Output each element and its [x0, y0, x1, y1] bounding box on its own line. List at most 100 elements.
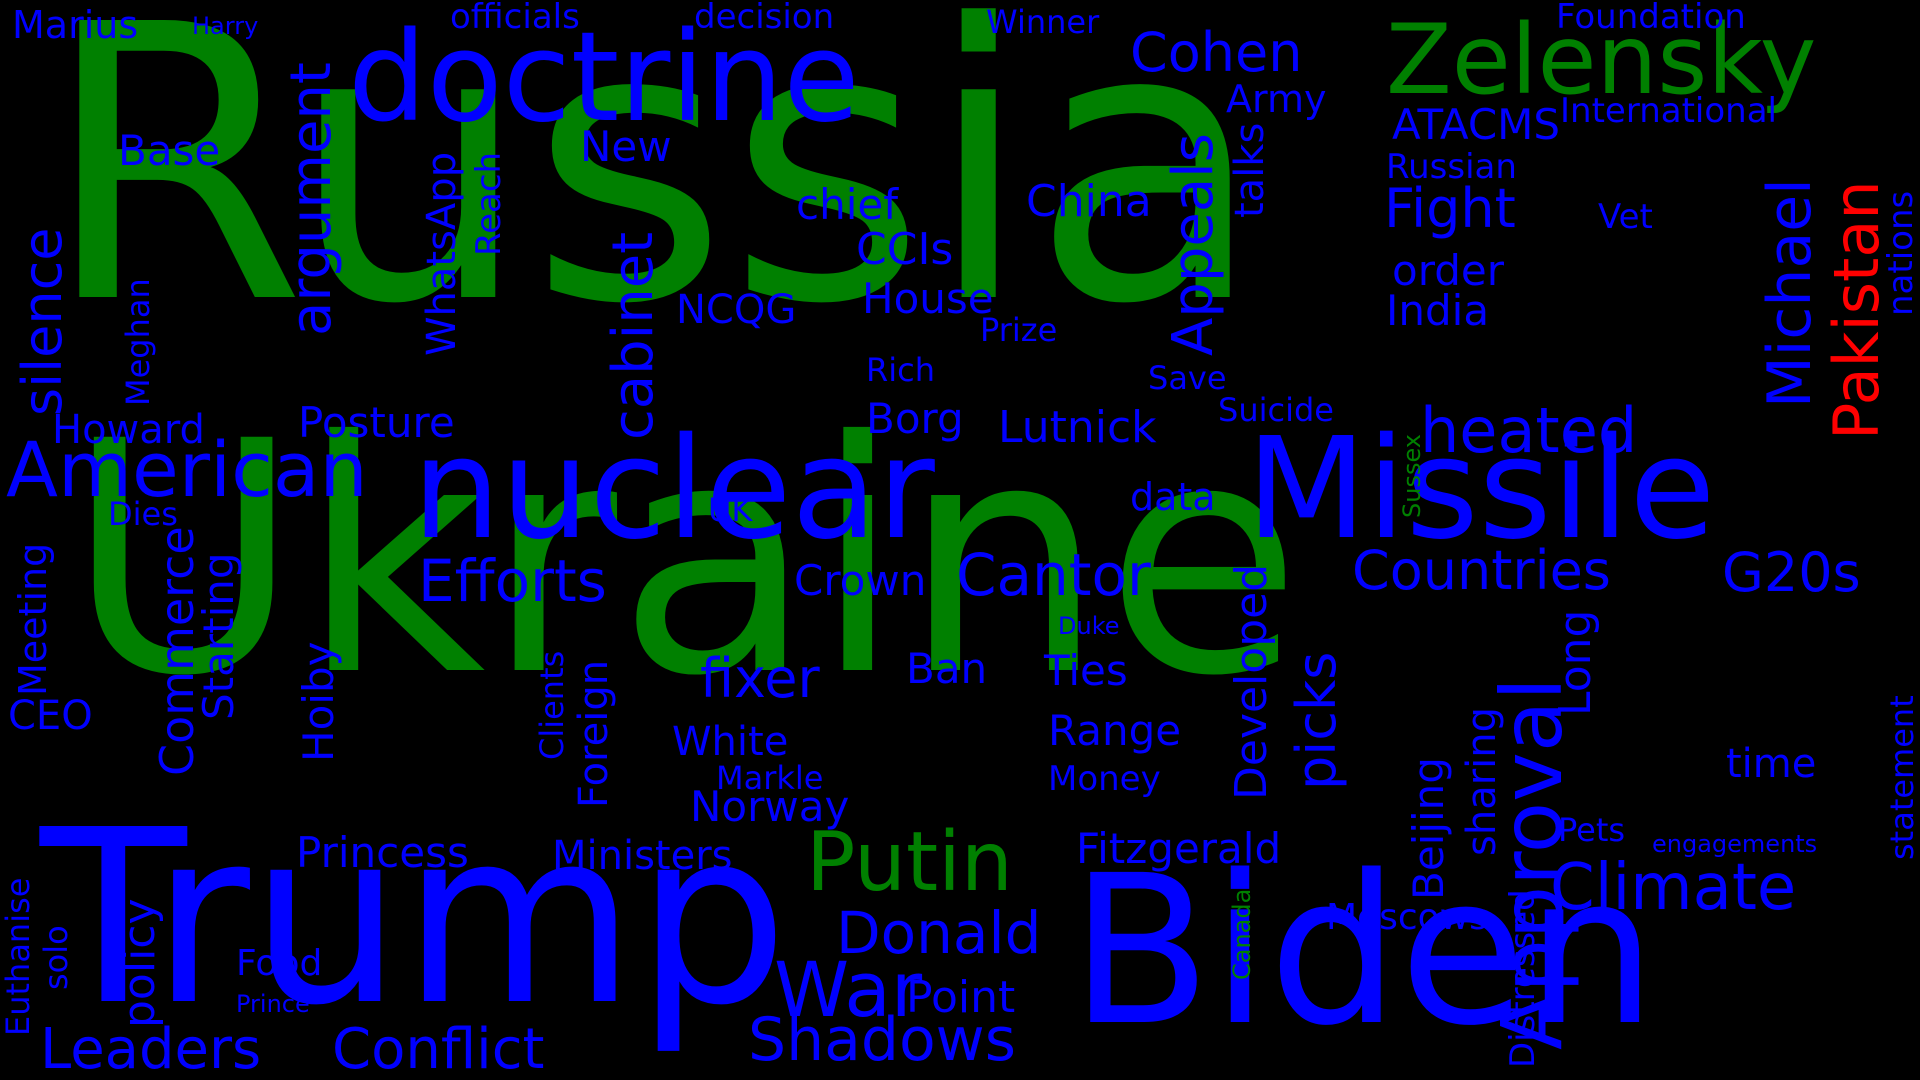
word-cantor: Cantor [956, 541, 1151, 609]
word-russia: Russia [42, 0, 1265, 387]
word-marius: Marius [12, 3, 139, 47]
word-suicide: Suicide [1218, 391, 1334, 429]
word-cohen: Cohen [1130, 21, 1303, 84]
word-save: Save [1148, 359, 1227, 397]
word-solo: solo [37, 925, 75, 990]
word-statement: statement [1883, 695, 1920, 860]
word-harry: Harry [192, 12, 259, 40]
word-foreign: Foreign [571, 659, 617, 808]
word-rich: Rich [866, 351, 935, 389]
word-dies: Dies [108, 495, 178, 533]
word-meghan: Meghan [119, 278, 157, 406]
word-shadows: Shadows [748, 1005, 1017, 1075]
word-policy: policy [114, 898, 165, 1028]
word-ccis: CCIs [856, 224, 954, 275]
word-g20s: G20s [1722, 541, 1861, 604]
word-nations: nations [1881, 190, 1920, 316]
word-money: Money [1048, 759, 1161, 799]
word-army: Army [1226, 77, 1327, 121]
word-india: India [1386, 286, 1490, 335]
word-efforts: Efforts [418, 547, 607, 615]
word-developed: Developed [1226, 563, 1277, 800]
word-fixer: fixer [700, 647, 820, 710]
word-whatsapp: WhatsApp [419, 151, 465, 356]
word-vet: Vet [1598, 197, 1653, 237]
word-missile: Missile [1246, 408, 1716, 571]
word-michael: Michael [1755, 178, 1825, 408]
word-princess: Princess [296, 828, 469, 877]
word-point: Point [906, 972, 1016, 1023]
word-ban: Ban [906, 644, 988, 693]
word-borg: Borg [866, 394, 964, 443]
word-war: War [774, 945, 923, 1034]
word-lutnick: Lutnick [998, 402, 1157, 453]
word-donald: Donald [836, 899, 1042, 967]
word-markle: Markle [716, 759, 824, 797]
word-fitzgerald: Fitzgerald [1076, 824, 1282, 873]
word-posture: Posture [298, 398, 455, 447]
word-ties: Ties [1044, 646, 1128, 695]
word-clients: Clients [533, 650, 571, 760]
word-leaders: Leaders [40, 1017, 262, 1080]
word-fight: Fight [1384, 177, 1516, 240]
word-food: Food [236, 943, 323, 984]
word-time: time [1726, 741, 1817, 787]
word-biden: Biden [1070, 831, 1657, 1071]
word-international: International [1560, 91, 1777, 131]
word-norway: Norway [690, 782, 850, 831]
word-picks: picks [1285, 651, 1348, 790]
word-ncqg: NCQG [676, 287, 797, 333]
word-base: Base [118, 126, 221, 175]
word-appeals: Appeals [1161, 133, 1226, 356]
word-cabinet: cabinet [601, 231, 666, 440]
word-uk: UK [708, 491, 753, 529]
word-howard: Howard [52, 407, 205, 453]
word-argument: argument [279, 62, 344, 336]
word-countries: Countries [1352, 539, 1611, 602]
word-beijing: Beijing [1404, 757, 1453, 900]
word-white: White [672, 719, 789, 765]
word-ministers: Ministers [552, 833, 733, 879]
word-heated: heated [1420, 394, 1638, 467]
word-new: New [580, 122, 672, 171]
word-climate: Climate [1550, 851, 1797, 925]
word-canada: Canada [1228, 888, 1256, 980]
word-foundation: Foundation [1556, 0, 1746, 37]
word-chief: chief [796, 180, 899, 229]
word-order: order [1392, 246, 1504, 295]
word-euthanise: Euthanise [0, 877, 37, 1036]
word-ceo: CEO [8, 693, 93, 739]
word-ukraine: Ukraine [66, 374, 1302, 746]
word-data: data [1130, 475, 1216, 519]
word-sharing: sharing [1459, 706, 1505, 856]
word-moscows: Moscows [1326, 897, 1488, 938]
word-atacms: ATACMS [1392, 100, 1561, 149]
word-american: American [6, 425, 368, 514]
word-prize: Prize [980, 311, 1058, 349]
word-putin: Putin [806, 815, 1013, 910]
word-crown: Crown [794, 556, 927, 605]
word-hoiby: Hoiby [294, 641, 343, 762]
word-pakistan: Pakistan [1820, 180, 1893, 440]
word-trump: Trump [40, 778, 789, 1058]
word-starting: Starting [194, 552, 243, 720]
word-china: China [1026, 176, 1152, 227]
word-zelensky: Zelensky [1386, 4, 1817, 116]
word-sussex: Sussex [1398, 434, 1426, 518]
word-house: House [862, 274, 994, 323]
word-conflict: Conflict [332, 1017, 545, 1080]
word-duke: Duke [1058, 612, 1120, 640]
word-officials: officials [450, 0, 580, 37]
word-nuclear: nuclear [412, 408, 935, 571]
word-long: Long [1550, 609, 1601, 716]
word-pets: Pets [1558, 811, 1626, 849]
word-distressed: Distressed [1503, 889, 1543, 1068]
word-winner: Winner [986, 3, 1100, 41]
word-decision: decision [694, 0, 835, 37]
word-reach: Reach [469, 151, 509, 256]
word-talks: talks [1227, 122, 1273, 218]
word-silence: silence [11, 227, 74, 417]
word-meeting: Meeting [11, 542, 55, 696]
word-doctrine: doctrine [348, 6, 860, 150]
